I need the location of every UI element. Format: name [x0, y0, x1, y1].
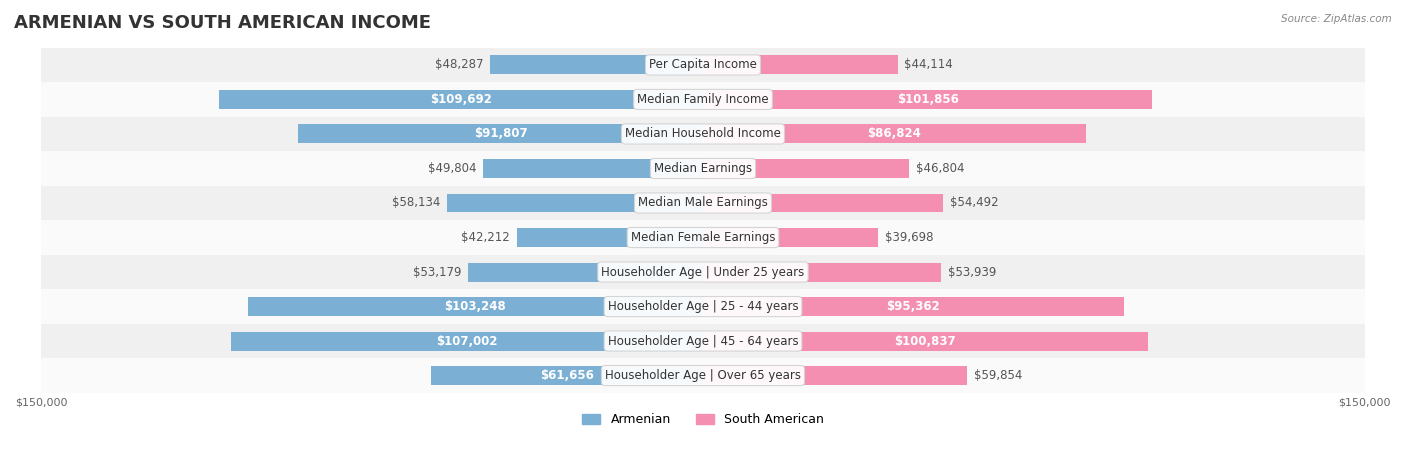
Bar — [703, 125, 1085, 143]
Text: $109,692: $109,692 — [430, 93, 492, 106]
Text: $44,114: $44,114 — [904, 58, 953, 71]
Bar — [703, 332, 1147, 351]
Text: $107,002: $107,002 — [436, 334, 498, 347]
FancyBboxPatch shape — [41, 151, 1365, 186]
Text: $86,824: $86,824 — [868, 127, 921, 141]
Text: Per Capita Income: Per Capita Income — [650, 58, 756, 71]
Text: $54,492: $54,492 — [950, 197, 998, 210]
FancyBboxPatch shape — [41, 186, 1365, 220]
FancyBboxPatch shape — [41, 48, 1365, 82]
Text: $53,939: $53,939 — [948, 266, 995, 278]
Bar — [703, 262, 941, 282]
Text: Householder Age | Over 65 years: Householder Age | Over 65 years — [605, 369, 801, 382]
Bar — [517, 228, 703, 247]
Text: Median Family Income: Median Family Income — [637, 93, 769, 106]
Text: $61,656: $61,656 — [540, 369, 593, 382]
Text: $59,854: $59,854 — [974, 369, 1022, 382]
Text: Householder Age | Under 25 years: Householder Age | Under 25 years — [602, 266, 804, 278]
Bar — [468, 262, 703, 282]
Bar — [219, 90, 703, 109]
Bar — [703, 297, 1123, 316]
Bar — [484, 159, 703, 178]
Bar — [703, 56, 897, 74]
Text: Median Male Earnings: Median Male Earnings — [638, 197, 768, 210]
Text: ARMENIAN VS SOUTH AMERICAN INCOME: ARMENIAN VS SOUTH AMERICAN INCOME — [14, 14, 432, 32]
Bar — [447, 193, 703, 212]
Text: $103,248: $103,248 — [444, 300, 506, 313]
Text: Source: ZipAtlas.com: Source: ZipAtlas.com — [1281, 14, 1392, 24]
FancyBboxPatch shape — [41, 255, 1365, 289]
Text: Median Female Earnings: Median Female Earnings — [631, 231, 775, 244]
Bar — [489, 56, 703, 74]
Bar — [247, 297, 703, 316]
Bar — [298, 125, 703, 143]
FancyBboxPatch shape — [41, 220, 1365, 255]
Text: $58,134: $58,134 — [391, 197, 440, 210]
Text: Median Household Income: Median Household Income — [626, 127, 780, 141]
Text: Median Earnings: Median Earnings — [654, 162, 752, 175]
Text: $39,698: $39,698 — [884, 231, 934, 244]
Text: $101,856: $101,856 — [897, 93, 959, 106]
Bar — [703, 193, 943, 212]
Text: Householder Age | 25 - 44 years: Householder Age | 25 - 44 years — [607, 300, 799, 313]
FancyBboxPatch shape — [41, 82, 1365, 117]
Text: $46,804: $46,804 — [917, 162, 965, 175]
FancyBboxPatch shape — [41, 324, 1365, 358]
Bar — [703, 228, 879, 247]
Bar — [703, 159, 910, 178]
FancyBboxPatch shape — [41, 117, 1365, 151]
Text: $95,362: $95,362 — [886, 300, 941, 313]
Text: Householder Age | 45 - 64 years: Householder Age | 45 - 64 years — [607, 334, 799, 347]
Bar — [231, 332, 703, 351]
Bar — [703, 366, 967, 385]
Bar — [432, 366, 703, 385]
FancyBboxPatch shape — [41, 358, 1365, 393]
Bar — [703, 90, 1153, 109]
Text: $53,179: $53,179 — [413, 266, 461, 278]
Text: $48,287: $48,287 — [434, 58, 484, 71]
FancyBboxPatch shape — [41, 289, 1365, 324]
Legend: Armenian, South American: Armenian, South American — [576, 409, 830, 432]
Text: $91,807: $91,807 — [474, 127, 527, 141]
Text: $49,804: $49,804 — [429, 162, 477, 175]
Text: $42,212: $42,212 — [461, 231, 510, 244]
Text: $100,837: $100,837 — [894, 334, 956, 347]
